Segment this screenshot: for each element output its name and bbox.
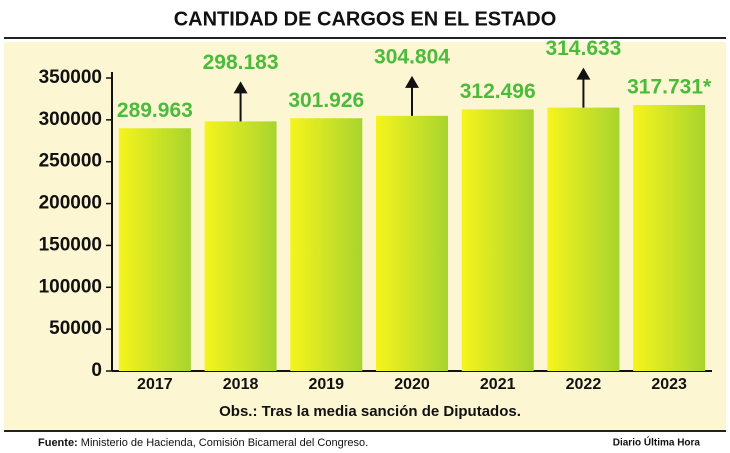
value-label: 314.633 xyxy=(545,37,621,60)
arrow-head xyxy=(233,81,248,94)
y-tick-label: 350000 xyxy=(39,67,102,88)
bar xyxy=(376,115,448,371)
source-label: Fuente: xyxy=(38,437,78,449)
bar xyxy=(204,121,277,371)
value-label: 289.963 xyxy=(117,99,193,122)
y-tick-label: 0 xyxy=(91,360,102,381)
value-label: 304.804 xyxy=(374,45,450,68)
publisher: Diario Última Hora xyxy=(613,436,701,449)
y-tick-label: 300000 xyxy=(39,109,102,130)
chart-title: CANTIDAD DE CARGOS EN EL ESTADO xyxy=(174,8,557,30)
arrow-head xyxy=(405,75,419,88)
x-tick-label: 2021 xyxy=(480,376,516,393)
x-tick-label: 2018 xyxy=(223,376,259,393)
y-tick-label: 250000 xyxy=(39,151,102,172)
x-tick-label: 2019 xyxy=(308,376,344,393)
value-label: 298.183 xyxy=(203,51,279,74)
x-tick-label: 2022 xyxy=(566,376,602,393)
value-label: 312.496 xyxy=(460,80,536,103)
x-tick-label: 2023 xyxy=(651,376,687,393)
arrow-head xyxy=(576,67,591,80)
y-tick-label: 200000 xyxy=(39,193,102,214)
y-tick-label: 50000 xyxy=(49,318,102,339)
y-tick-label: 150000 xyxy=(39,234,102,255)
value-label: 301.926 xyxy=(288,89,364,112)
source-text: Ministerio de Hacienda, Comisión Bicamer… xyxy=(81,437,368,449)
bar xyxy=(547,107,620,371)
bar xyxy=(290,118,363,371)
y-tick-label: 100000 xyxy=(39,276,102,297)
bar xyxy=(118,128,191,371)
x-tick-label: 2020 xyxy=(394,376,430,393)
note: Obs.: Tras la media sanción de Diputados… xyxy=(219,403,521,420)
x-tick-label: 2017 xyxy=(137,376,173,393)
bar xyxy=(633,105,706,371)
value-label: 317.731* xyxy=(627,76,712,99)
source: Fuente: Ministerio de Hacienda, Comisión… xyxy=(38,437,368,449)
bar xyxy=(461,109,534,371)
